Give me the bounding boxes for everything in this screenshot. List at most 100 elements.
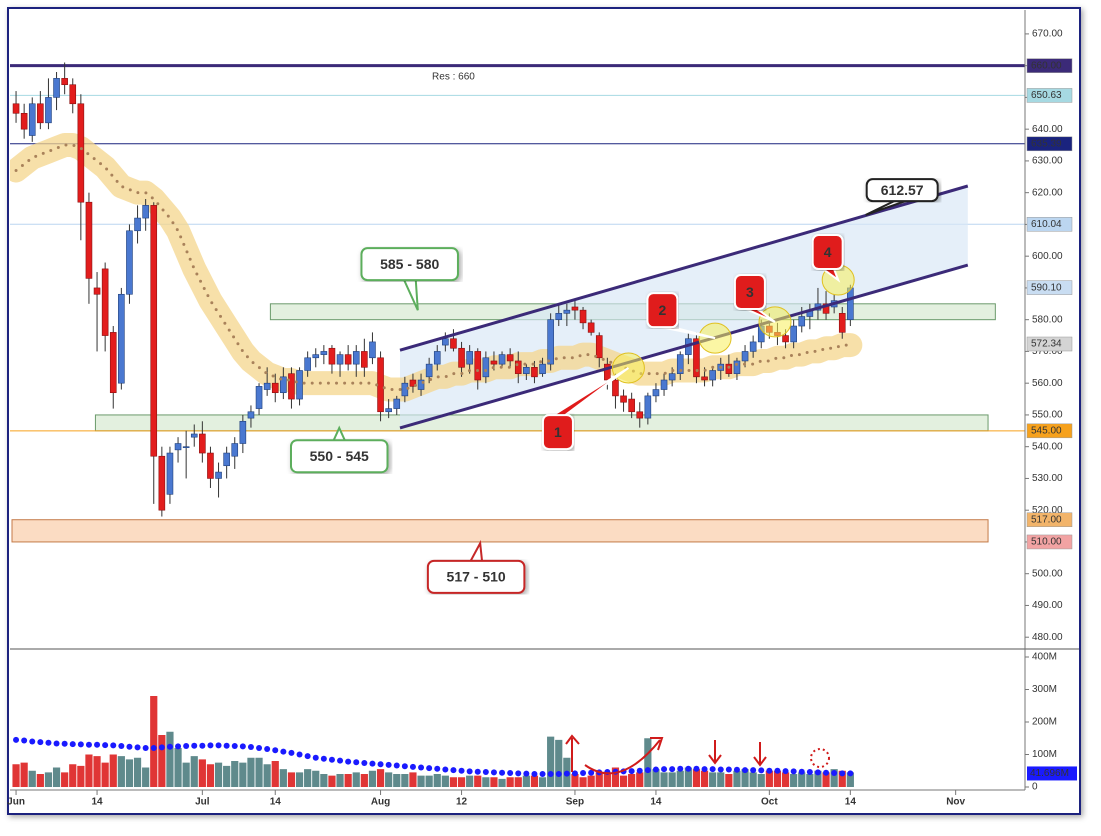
volume-ma-dot	[523, 770, 530, 777]
callout-box	[646, 292, 679, 329]
volume-bar	[295, 772, 304, 788]
candle-body	[620, 395, 627, 403]
volume-bar	[790, 774, 798, 788]
y-tick-label: 490.00	[1032, 600, 1063, 611]
volume-ma-dot	[644, 767, 651, 774]
volume-bar	[757, 774, 765, 788]
x-tick-label: Oct	[761, 797, 778, 808]
candle-body	[37, 103, 44, 124]
level-label: 635.39	[1031, 138, 1062, 149]
candle-body	[547, 319, 554, 365]
volume-ma-dot	[207, 742, 214, 749]
volume-bar	[806, 774, 814, 788]
y-tick-label: 630.00	[1032, 156, 1063, 167]
y-tick-label: 520.00	[1032, 505, 1063, 516]
x-tick-label: 14	[650, 797, 662, 808]
volume-bar	[85, 754, 93, 788]
volume-bar	[709, 772, 717, 788]
volume-ma-dot	[223, 742, 230, 749]
resistance-label: Res : 660	[432, 71, 475, 82]
candle-body	[207, 452, 214, 479]
candle-body	[61, 78, 68, 86]
volume-ma-dot	[531, 771, 538, 778]
volume-ma-dot	[636, 767, 643, 774]
volume-bar	[676, 770, 684, 788]
candle-body	[425, 363, 433, 378]
volume-bar	[838, 770, 846, 788]
level-label: 510.00	[1031, 537, 1062, 548]
volume-bar	[579, 777, 587, 788]
volume-ma-dot	[490, 769, 497, 776]
volume-ma-dot	[539, 771, 546, 778]
volume-bar	[822, 772, 830, 788]
candle-body	[604, 363, 611, 381]
candle-body	[587, 322, 595, 333]
y-tick-label: 570.00	[1032, 346, 1063, 357]
candle-body	[612, 379, 619, 397]
candle-body	[490, 360, 498, 365]
volume-ma-dot	[199, 742, 206, 749]
volume-ma-dot	[369, 760, 376, 767]
volume-ma-dot	[150, 745, 157, 752]
candle-body	[579, 309, 587, 324]
candle-body	[847, 287, 854, 320]
volume-ma-dot	[393, 762, 400, 769]
candle-body	[822, 303, 830, 314]
volume-ma-dot	[733, 766, 740, 773]
x-tick-label: Jun	[7, 797, 25, 808]
candle-body	[393, 398, 401, 409]
volume-bar	[368, 770, 377, 788]
volume-ma-dot	[296, 751, 303, 758]
volume-ma-dot	[652, 766, 659, 773]
candle-body	[798, 316, 806, 327]
volume-ma-dot	[563, 770, 570, 777]
marker-circle	[810, 748, 830, 768]
level-label: 610.04	[1031, 219, 1062, 230]
volume-bar	[304, 769, 312, 788]
callout-label: 3	[746, 284, 754, 300]
y-tick-label: 670.00	[1032, 29, 1063, 40]
volume-ma-dot	[239, 743, 246, 750]
volume-ma-dot	[110, 742, 117, 749]
volume-bar	[595, 772, 603, 788]
candle-body	[223, 452, 230, 467]
volume-ma-dot	[580, 770, 587, 777]
y-tick-label: 530.00	[1032, 473, 1063, 484]
candle-body	[782, 335, 789, 343]
candle-body	[77, 103, 85, 203]
volume-bar	[150, 695, 158, 788]
volume-ma-dot	[669, 766, 676, 773]
volume-ma-dot	[831, 770, 838, 777]
candle-body	[231, 443, 239, 457]
volume-ma-dot	[134, 744, 141, 751]
y-tick-label: 620.00	[1032, 187, 1063, 198]
candle-body	[652, 389, 660, 397]
volume-tick-label: 400M	[1032, 652, 1057, 663]
candle-body	[69, 84, 77, 105]
candle-body	[101, 268, 109, 336]
arrow	[708, 740, 722, 765]
volume-bar	[798, 772, 806, 788]
volume-ma-dot	[709, 766, 716, 773]
volume-badge	[1027, 766, 1077, 781]
volume-ma-dot	[45, 739, 52, 746]
volume-bar	[846, 772, 854, 788]
volume-bar	[360, 774, 368, 788]
candle-body	[725, 363, 733, 374]
volume-ma-dot	[823, 769, 830, 776]
volume-ma-dot	[661, 766, 668, 773]
volume-bar	[271, 761, 279, 788]
level-badge	[1026, 336, 1073, 352]
volume-bar	[498, 778, 506, 788]
volume-ma-dot	[328, 756, 335, 763]
candle-body	[514, 360, 522, 374]
y-tick-label: 500.00	[1032, 568, 1063, 579]
volume-ma-dot	[37, 739, 44, 746]
volume-ma-dot	[69, 741, 76, 748]
candle-body	[352, 351, 360, 365]
volume-bar	[538, 777, 547, 788]
candle-body	[442, 338, 449, 346]
volume-ma-dot	[701, 766, 708, 773]
volume-ma-dot	[345, 758, 352, 765]
volume-bar	[69, 764, 77, 788]
